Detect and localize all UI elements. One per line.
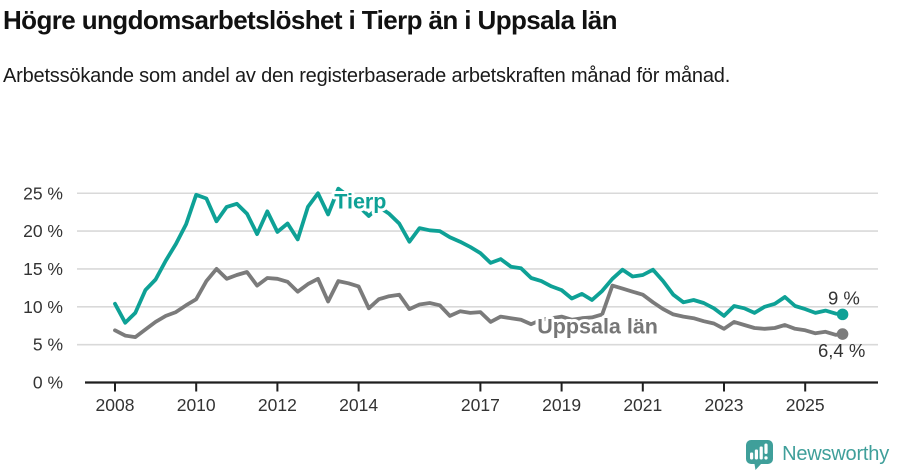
y-tick-label: 15 % [23, 259, 63, 279]
end-value-label-uppsala: 6,4 % [818, 340, 865, 361]
x-tick-label: 2012 [258, 395, 297, 415]
y-axis-tick-labels: 0 % 5 % 10 % 15 % 20 % 25 % [23, 183, 63, 392]
x-tick-label: 2010 [177, 395, 216, 415]
y-tick-label: 25 % [23, 183, 63, 203]
x-tick-label: 2025 [786, 395, 825, 415]
series-and-end-labels: Tierp 9 % Uppsala län 6,4 % [331, 187, 865, 361]
y-tick-label: 0 % [33, 373, 63, 393]
line-chart: 0 %5 %10 %15 %20 %25 % 2008 2010 2012 2014 2… [23, 183, 878, 415]
x-tick-label: 2019 [542, 395, 581, 415]
newsworthy-logo-icon [746, 440, 774, 470]
page-title: Högre ungdomsarbetslöshet i Tierp än i U… [3, 5, 617, 35]
end-value-label-tierp: 9 % [828, 287, 860, 308]
y-tick-label: 5 % [33, 335, 63, 355]
series-end-dot-uppsala [836, 328, 849, 340]
series-line-tierp [113, 186, 845, 325]
x-tick-label: 2023 [705, 395, 744, 415]
series-line-uppsala [113, 267, 845, 340]
x-tick-label: 2021 [623, 395, 662, 415]
chart-subtitle: Arbetssökande som andel av den registerb… [3, 65, 731, 87]
x-axis-tick-labels: 2008 2010 2012 2014 2017 2019 2021 2023 2025 [96, 395, 825, 415]
y-tick-label: 20 % [23, 221, 63, 241]
series-label-uppsala: Uppsala län [537, 314, 658, 338]
series-end-dot-tierp [836, 308, 849, 321]
y-tick-label: 10 % [23, 297, 63, 317]
gridlines [77, 192, 878, 346]
axes [85, 381, 878, 392]
x-tick-label: 2017 [461, 395, 500, 415]
newsworthy-branding: Newsworthy [745, 439, 889, 470]
x-tick-label: 2008 [96, 395, 135, 415]
newsworthy-wordmark: Newsworthy [782, 443, 889, 465]
series-lines [113, 186, 849, 340]
series-label-tierp: Tierp [334, 190, 386, 214]
x-tick-label: 2014 [339, 395, 378, 415]
